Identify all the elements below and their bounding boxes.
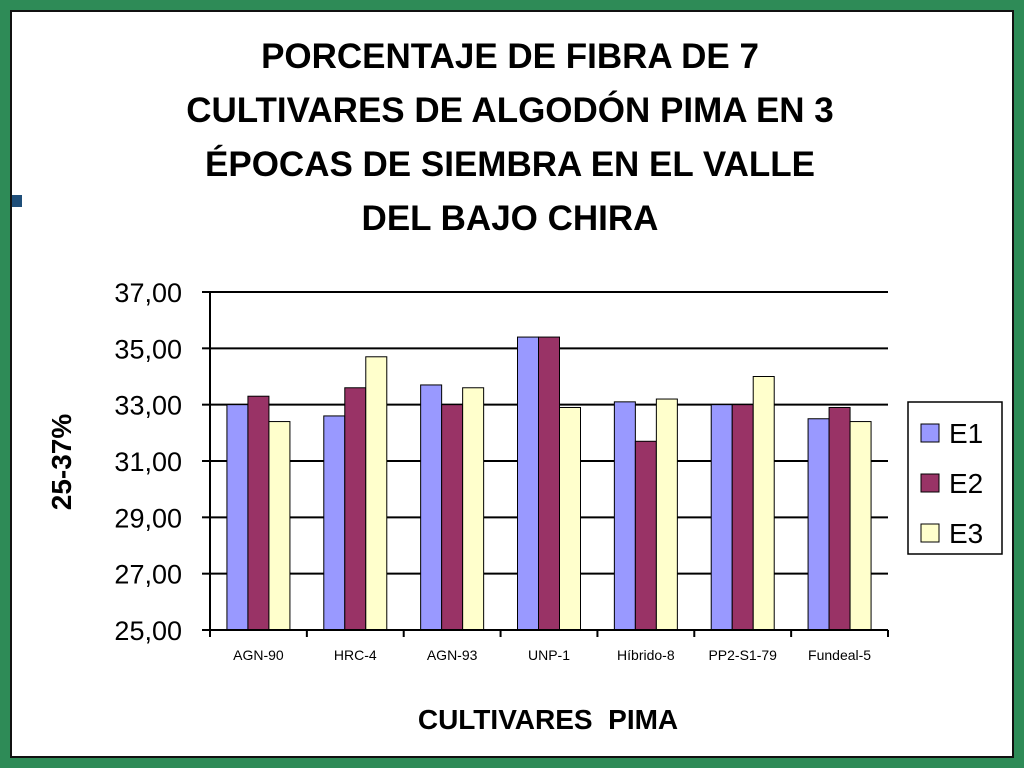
legend-swatch-e3: [920, 523, 940, 543]
bar-e3: [559, 406, 581, 631]
bar-e3: [752, 376, 775, 631]
y-tick-labels: 25,00 27,00 29,00 31,00 33,00 35,00 37,00: [114, 278, 182, 646]
y-tick-label: 35,00: [114, 334, 182, 364]
chart-title: PORCENTAJE DE FIBRA DE 7 CULTIVARES DE A…: [60, 30, 960, 246]
y-tick-label: 25,00: [114, 616, 182, 646]
x-tick-labels: AGN-90 HRC-4 AGN-93 UNP-1 Híbrido-8 PP2-S1-79…: [233, 647, 871, 663]
bar-e2: [247, 395, 270, 631]
x-tick-label: AGN-90: [233, 647, 284, 663]
bar-e3: [268, 421, 291, 631]
bar-e1: [613, 401, 636, 631]
chart-title-line: ÉPOCAS DE SIEMBRA EN EL VALLE: [205, 145, 815, 184]
bar-e1: [323, 415, 346, 631]
bar-e3: [655, 398, 678, 631]
chart-title-line: CULTIVARES DE ALGODÓN PIMA EN 3: [186, 91, 834, 130]
y-axis-label: 25-37%: [46, 414, 77, 511]
y-tick-label: 29,00: [114, 503, 182, 533]
y-tick-label: 27,00: [114, 560, 182, 590]
bar-e1: [517, 336, 539, 631]
x-tick-label: AGN-93: [427, 647, 478, 663]
bar-group: [226, 336, 872, 631]
bar-e2: [538, 336, 560, 631]
x-tick-label: PP2-S1-79: [708, 647, 777, 663]
bar-e2: [731, 404, 754, 631]
y-tick-label: 31,00: [114, 447, 182, 477]
chart-title-line: PORCENTAJE DE FIBRA DE 7: [261, 37, 759, 76]
x-tick-label: Híbrido-8: [617, 647, 675, 663]
slide-accent-bar: [12, 195, 22, 207]
bar-e1: [710, 404, 733, 631]
bar-e2: [441, 404, 464, 631]
bar-e3: [462, 387, 485, 631]
bar-e1: [420, 384, 443, 631]
x-axis-label: CULTIVARES PIMA: [418, 704, 678, 735]
legend: E1 E2 E3: [907, 401, 1003, 555]
bar-e2: [828, 406, 851, 631]
legend-label-e3: E3: [949, 518, 983, 549]
slide-frame: [10, 10, 1014, 758]
x-tick-label: UNP-1: [528, 647, 570, 663]
bar-e3: [365, 356, 388, 631]
legend-label-e2: E2: [949, 468, 983, 499]
bar-e2: [634, 440, 657, 631]
legend-swatch-e2: [920, 473, 940, 493]
y-tick-label: 37,00: [114, 278, 182, 308]
bar-e2: [344, 387, 367, 631]
bar-e1: [807, 418, 830, 631]
x-tick-label: Fundeal-5: [808, 647, 871, 663]
y-tick-label: 33,00: [114, 391, 182, 421]
chart-title-line: DEL BAJO CHIRA: [361, 199, 659, 238]
x-tick-label: HRC-4: [334, 647, 377, 663]
axes: [202, 291, 889, 637]
bar-e1: [226, 404, 249, 631]
bar-e3: [849, 421, 872, 631]
legend-label-e1: E1: [949, 418, 983, 449]
legend-swatch-e1: [920, 423, 940, 443]
